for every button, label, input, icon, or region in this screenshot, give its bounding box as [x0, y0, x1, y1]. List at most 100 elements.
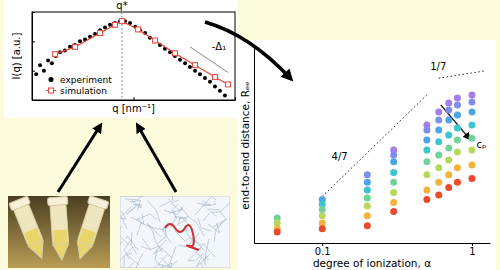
y-axis [254, 49, 255, 244]
data-point [468, 91, 475, 98]
data-point [364, 186, 371, 193]
data-point [435, 116, 442, 123]
annotation-labels: q*-Δ₁ [116, 0, 226, 52]
data-point [454, 136, 461, 143]
data-point [72, 44, 77, 49]
data-point [112, 22, 117, 27]
data-point [435, 127, 442, 134]
tick-mark [134, 97, 135, 100]
photos [8, 186, 230, 270]
tick-mark [32, 100, 35, 101]
data-point [468, 146, 475, 153]
arrow [138, 126, 176, 192]
tube-body [77, 203, 105, 246]
guide-line [439, 71, 484, 78]
data-point [390, 208, 397, 215]
data-point [454, 148, 461, 155]
data-point [46, 59, 50, 63]
data-point [445, 184, 452, 191]
data-point [423, 196, 430, 203]
data-point [445, 145, 452, 152]
guide-line [441, 105, 469, 138]
data-point [445, 132, 452, 139]
data-point [183, 61, 187, 65]
data-point [319, 212, 326, 219]
tube-liquid [53, 230, 68, 245]
data-point [435, 151, 442, 158]
data-point [198, 72, 202, 76]
data-point [454, 164, 461, 171]
panel-background [238, 40, 496, 270]
data-point [390, 158, 397, 165]
data-point [50, 61, 54, 65]
legend-swatch [49, 77, 54, 82]
data-point [435, 138, 442, 145]
y-axis-title: I(q) [a.u.] [11, 32, 22, 79]
data-point [454, 179, 461, 186]
tube [9, 196, 51, 262]
tube [47, 196, 71, 260]
data-point [435, 164, 442, 171]
data-point [390, 151, 397, 158]
plot-frame [32, 12, 235, 100]
polymer-chains [120, 196, 230, 268]
data-point [454, 112, 461, 119]
tube-cap [9, 196, 31, 211]
data-point [445, 99, 452, 106]
data-point [34, 72, 38, 76]
tick [134, 97, 135, 100]
panel-background [4, 0, 238, 118]
data-point [468, 135, 475, 142]
data-point [53, 52, 58, 57]
annotation-label: 1/7 [430, 61, 446, 72]
tick-label: 0.1 [315, 246, 331, 257]
data-point [364, 222, 371, 229]
figure: q [nm⁻¹]I(q) [a.u.]q*-Δ₁experimentsimula… [0, 0, 500, 270]
data-point [468, 99, 475, 106]
plot-area [34, 12, 230, 100]
y-axis [32, 13, 35, 101]
annotation-labels: 4/71/7cₚ [332, 61, 487, 162]
data-point [42, 69, 46, 73]
data-point [423, 158, 430, 165]
legend-label: simulation [60, 86, 107, 96]
plot-area [274, 71, 484, 235]
data-point [390, 169, 397, 176]
data-point [468, 122, 475, 129]
data-point [193, 63, 198, 68]
tick-mark [32, 41, 35, 42]
data-point [203, 76, 207, 80]
data-point [423, 127, 430, 134]
legend: experimentsimulation [46, 75, 112, 96]
axis-line [32, 13, 33, 101]
series-line [55, 21, 228, 84]
data-point [468, 162, 475, 169]
data-point [390, 189, 397, 196]
data-point [445, 157, 452, 164]
data-point [208, 80, 212, 84]
data-point [218, 89, 222, 93]
tube-cap [87, 196, 108, 210]
data-point [423, 171, 430, 178]
legend-swatch [49, 88, 54, 93]
data-point [193, 69, 197, 73]
data-point [274, 228, 281, 235]
data-point [319, 225, 326, 232]
data-point [468, 108, 475, 115]
photo-background [8, 196, 110, 268]
tick-mark [32, 12, 35, 13]
data-point [445, 116, 452, 123]
data-point [454, 95, 461, 102]
data-point [319, 206, 326, 213]
data-point [390, 199, 397, 206]
data-point [435, 108, 442, 115]
x-axis [33, 97, 236, 101]
annotation-label: q* [116, 0, 127, 11]
guide-line [322, 95, 427, 197]
data-point [38, 63, 42, 67]
data-point [423, 146, 430, 153]
tube-cap [47, 196, 68, 205]
arrow [205, 22, 290, 78]
photo-tubes [8, 196, 110, 268]
data-point [136, 27, 141, 32]
